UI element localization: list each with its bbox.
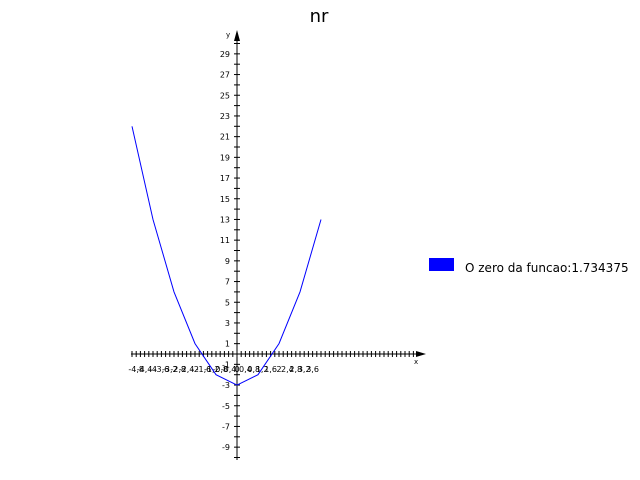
- data-point: [152, 219, 154, 221]
- x-tick-label: 1,6: [264, 365, 277, 374]
- y-tick-label: 25: [220, 91, 230, 100]
- y-tick-label: 27: [220, 71, 230, 80]
- x-tick-label: -4: [149, 365, 157, 374]
- y-axis-arrow: [234, 30, 240, 41]
- x-tick-label: -2: [191, 365, 199, 374]
- y-tick-label: 9: [225, 257, 230, 266]
- x-tick-label: 2,8: [289, 365, 302, 374]
- data-point: [194, 343, 196, 345]
- x-tick-label: -2,8: [170, 365, 186, 374]
- chart-title: nr: [310, 6, 329, 27]
- data-point: [299, 291, 301, 293]
- y-tick-label: -9: [222, 443, 230, 452]
- legend-label: O zero da funcao:1.734375: [465, 261, 629, 275]
- y-tick-label: 15: [220, 195, 230, 204]
- y-tick-label: -7: [222, 422, 230, 431]
- x-tick-label: 0,4: [239, 365, 252, 374]
- x-tick-label: 2,4: [281, 365, 294, 374]
- x-tick-label: -3,2: [162, 365, 178, 374]
- x-tick-label: -1,6: [196, 365, 212, 374]
- y-tick-label: 19: [220, 153, 230, 162]
- x-tick-label: -3,6: [154, 365, 170, 374]
- y-tick-label: 23: [220, 112, 230, 121]
- data-point: [131, 126, 133, 128]
- y-tick-label: 3: [225, 319, 230, 328]
- axes: xy: [131, 30, 426, 460]
- y-tick-label: 17: [220, 174, 230, 183]
- x-tick-label: -1,2: [204, 365, 220, 374]
- y-axis-label: y: [226, 31, 230, 39]
- x-axis-arrow: [416, 351, 426, 357]
- x-tick-label: -0,8: [212, 365, 228, 374]
- x-tick-label: 1,2: [256, 365, 269, 374]
- data-point: [278, 343, 280, 345]
- data-point: [236, 384, 238, 386]
- y-tick-label: 13: [220, 215, 230, 224]
- y-tick-label: -1: [222, 360, 230, 369]
- data-point: [173, 291, 175, 293]
- x-tick-label: 3,2: [298, 365, 311, 374]
- tick-labels: -4,8-4,4-4-3,6-3,2-2,8-2,4-2-1,6-1,2-0,8…: [128, 50, 319, 452]
- y-tick-label: -3: [222, 381, 230, 390]
- data-point: [257, 374, 259, 376]
- y-tick-label: 1: [225, 340, 230, 349]
- y-tick-label: 7: [225, 278, 230, 287]
- x-tick-label: 0: [234, 365, 239, 374]
- tick-marks: [131, 43, 414, 458]
- x-tick-label: -4,8: [128, 365, 144, 374]
- legend-swatch: [429, 258, 454, 271]
- x-tick-label: 2: [276, 365, 281, 374]
- y-tick-label: 29: [220, 50, 230, 59]
- legend: O zero da funcao:1.734375: [429, 258, 629, 275]
- x-tick-label: -4,4: [137, 365, 153, 374]
- x-tick-label: 0,8: [247, 365, 260, 374]
- series-group: [131, 126, 322, 386]
- x-axis-label: x: [414, 358, 418, 366]
- x-tick-label: -0,4: [221, 365, 237, 374]
- data-point: [320, 219, 322, 221]
- y-tick-label: 21: [220, 133, 230, 142]
- y-tick-label: 5: [225, 298, 230, 307]
- y-tick-label: 11: [220, 236, 230, 245]
- series-line: [131, 126, 322, 386]
- data-point: [215, 374, 217, 376]
- x-tick-label: 3,6: [306, 365, 319, 374]
- y-tick-label: -5: [222, 402, 230, 411]
- x-tick-label: -2,4: [179, 365, 195, 374]
